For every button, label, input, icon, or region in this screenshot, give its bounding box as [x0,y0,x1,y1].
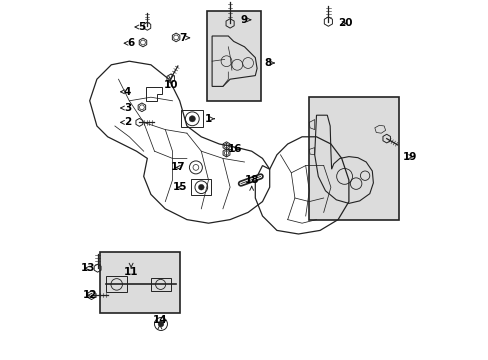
Text: 5: 5 [138,22,145,32]
Text: 4: 4 [123,87,131,97]
Bar [206,11,260,101]
Text: 8: 8 [264,58,271,68]
Text: 11: 11 [123,267,138,277]
Circle shape [189,116,195,122]
Text: 13: 13 [81,263,95,273]
Text: 3: 3 [123,103,131,113]
Text: 12: 12 [82,290,97,300]
Bar [309,97,399,220]
Text: 17: 17 [170,162,185,172]
Text: 18: 18 [244,175,259,185]
Text: 14: 14 [152,315,167,325]
Text: 9: 9 [241,15,247,25]
Text: 10: 10 [163,80,178,90]
Circle shape [158,321,163,327]
Text: 6: 6 [127,38,134,48]
Text: 16: 16 [228,144,243,154]
Bar [101,252,179,313]
Bar [151,278,170,291]
Bar [191,179,211,195]
Text: 20: 20 [337,18,352,28]
Text: 1: 1 [204,114,212,124]
Text: 15: 15 [172,182,186,192]
Text: 2: 2 [123,117,131,127]
Bar [181,110,203,127]
Bar [106,276,127,292]
Text: 19: 19 [402,152,416,162]
Circle shape [198,184,203,190]
Text: 7: 7 [179,33,187,43]
